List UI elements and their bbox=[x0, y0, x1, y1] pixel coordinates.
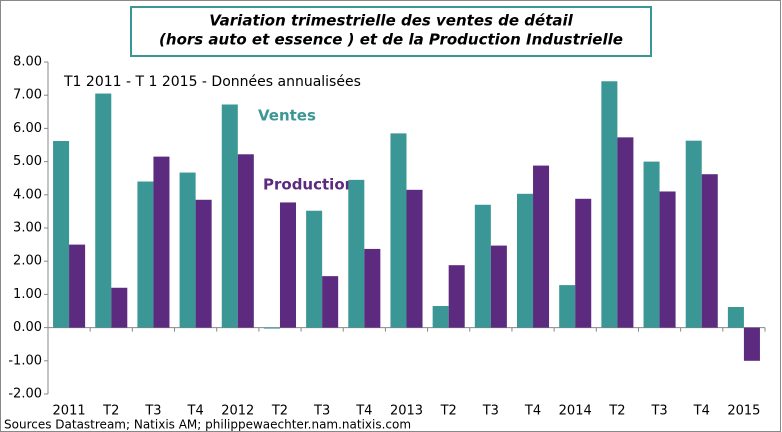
x-tick-label: T4 bbox=[524, 404, 541, 419]
x-tick-label: T2 bbox=[608, 404, 625, 419]
source: Sources Datastream; Natixis AM; philippe… bbox=[4, 418, 411, 432]
y-tick-label: 7.00 bbox=[13, 88, 42, 103]
bar bbox=[727, 307, 744, 328]
chart-title: Variation trimestrielle des ventes de dé… bbox=[209, 12, 573, 30]
bar bbox=[153, 156, 170, 328]
x-tick-label: T4 bbox=[693, 404, 710, 419]
x-tick-label: T2 bbox=[440, 404, 457, 419]
bar bbox=[559, 285, 576, 328]
x-tick-label: T3 bbox=[482, 404, 499, 419]
bar bbox=[306, 210, 323, 328]
bar bbox=[111, 287, 128, 328]
y-tick-label: 5.00 bbox=[13, 154, 42, 169]
bar bbox=[406, 189, 423, 328]
y-tick-label: 4.00 bbox=[13, 187, 42, 202]
bar bbox=[221, 104, 238, 328]
bar bbox=[474, 204, 491, 328]
legend-label: Ventes bbox=[258, 107, 316, 125]
y-tick-label: 3.00 bbox=[13, 221, 42, 236]
bar bbox=[322, 276, 339, 328]
y-tick-label: -2.00 bbox=[8, 387, 42, 402]
x-tick-label: 2011 bbox=[53, 404, 86, 419]
y-tick-label: 1.00 bbox=[13, 287, 42, 302]
bar bbox=[390, 133, 407, 328]
x-tick-label: 2015 bbox=[727, 404, 760, 419]
bar bbox=[95, 93, 112, 328]
bar bbox=[448, 265, 465, 328]
bar bbox=[348, 179, 365, 328]
bar bbox=[490, 245, 507, 328]
title-box bbox=[130, 6, 652, 57]
x-tick-label: 2012 bbox=[221, 404, 254, 419]
bar bbox=[279, 202, 296, 328]
y-tick-label: 6.00 bbox=[13, 121, 42, 136]
bar bbox=[701, 174, 718, 328]
bar bbox=[53, 141, 70, 328]
y-tick-label: 2.00 bbox=[13, 254, 42, 269]
bar bbox=[659, 191, 676, 328]
y-tick-label: 0.00 bbox=[13, 320, 42, 335]
bar bbox=[137, 181, 154, 328]
bar bbox=[533, 165, 550, 328]
bar bbox=[575, 198, 592, 328]
bar bbox=[601, 81, 618, 328]
x-tick-label: T2 bbox=[271, 404, 288, 419]
bar bbox=[432, 306, 449, 328]
x-tick-label: T3 bbox=[313, 404, 330, 419]
bar bbox=[179, 172, 196, 328]
bar bbox=[195, 199, 212, 328]
y-tick-label: 8.00 bbox=[13, 55, 42, 70]
bar bbox=[517, 193, 534, 328]
x-tick-label: T4 bbox=[355, 404, 372, 419]
x-tick-label: T2 bbox=[102, 404, 119, 419]
bar bbox=[743, 327, 760, 361]
y-tick-label: -1.00 bbox=[8, 353, 42, 368]
bar bbox=[69, 244, 86, 328]
x-tick-label: 2014 bbox=[559, 404, 592, 419]
bar bbox=[617, 137, 634, 328]
x-tick-label: 2013 bbox=[390, 404, 423, 419]
x-tick-label: T3 bbox=[144, 404, 161, 419]
chart-title: (hors auto et essence ) et de la Product… bbox=[159, 31, 623, 49]
subtitle: T1 2011 - T 1 2015 - Données annualisées bbox=[63, 74, 361, 90]
x-tick-label: T3 bbox=[650, 404, 667, 419]
bar bbox=[237, 154, 254, 328]
bar bbox=[263, 327, 280, 329]
legend-label: Production bbox=[263, 176, 355, 194]
bar bbox=[643, 161, 660, 328]
bar bbox=[685, 140, 702, 328]
x-tick-label: T4 bbox=[187, 404, 204, 419]
bar bbox=[364, 248, 381, 328]
